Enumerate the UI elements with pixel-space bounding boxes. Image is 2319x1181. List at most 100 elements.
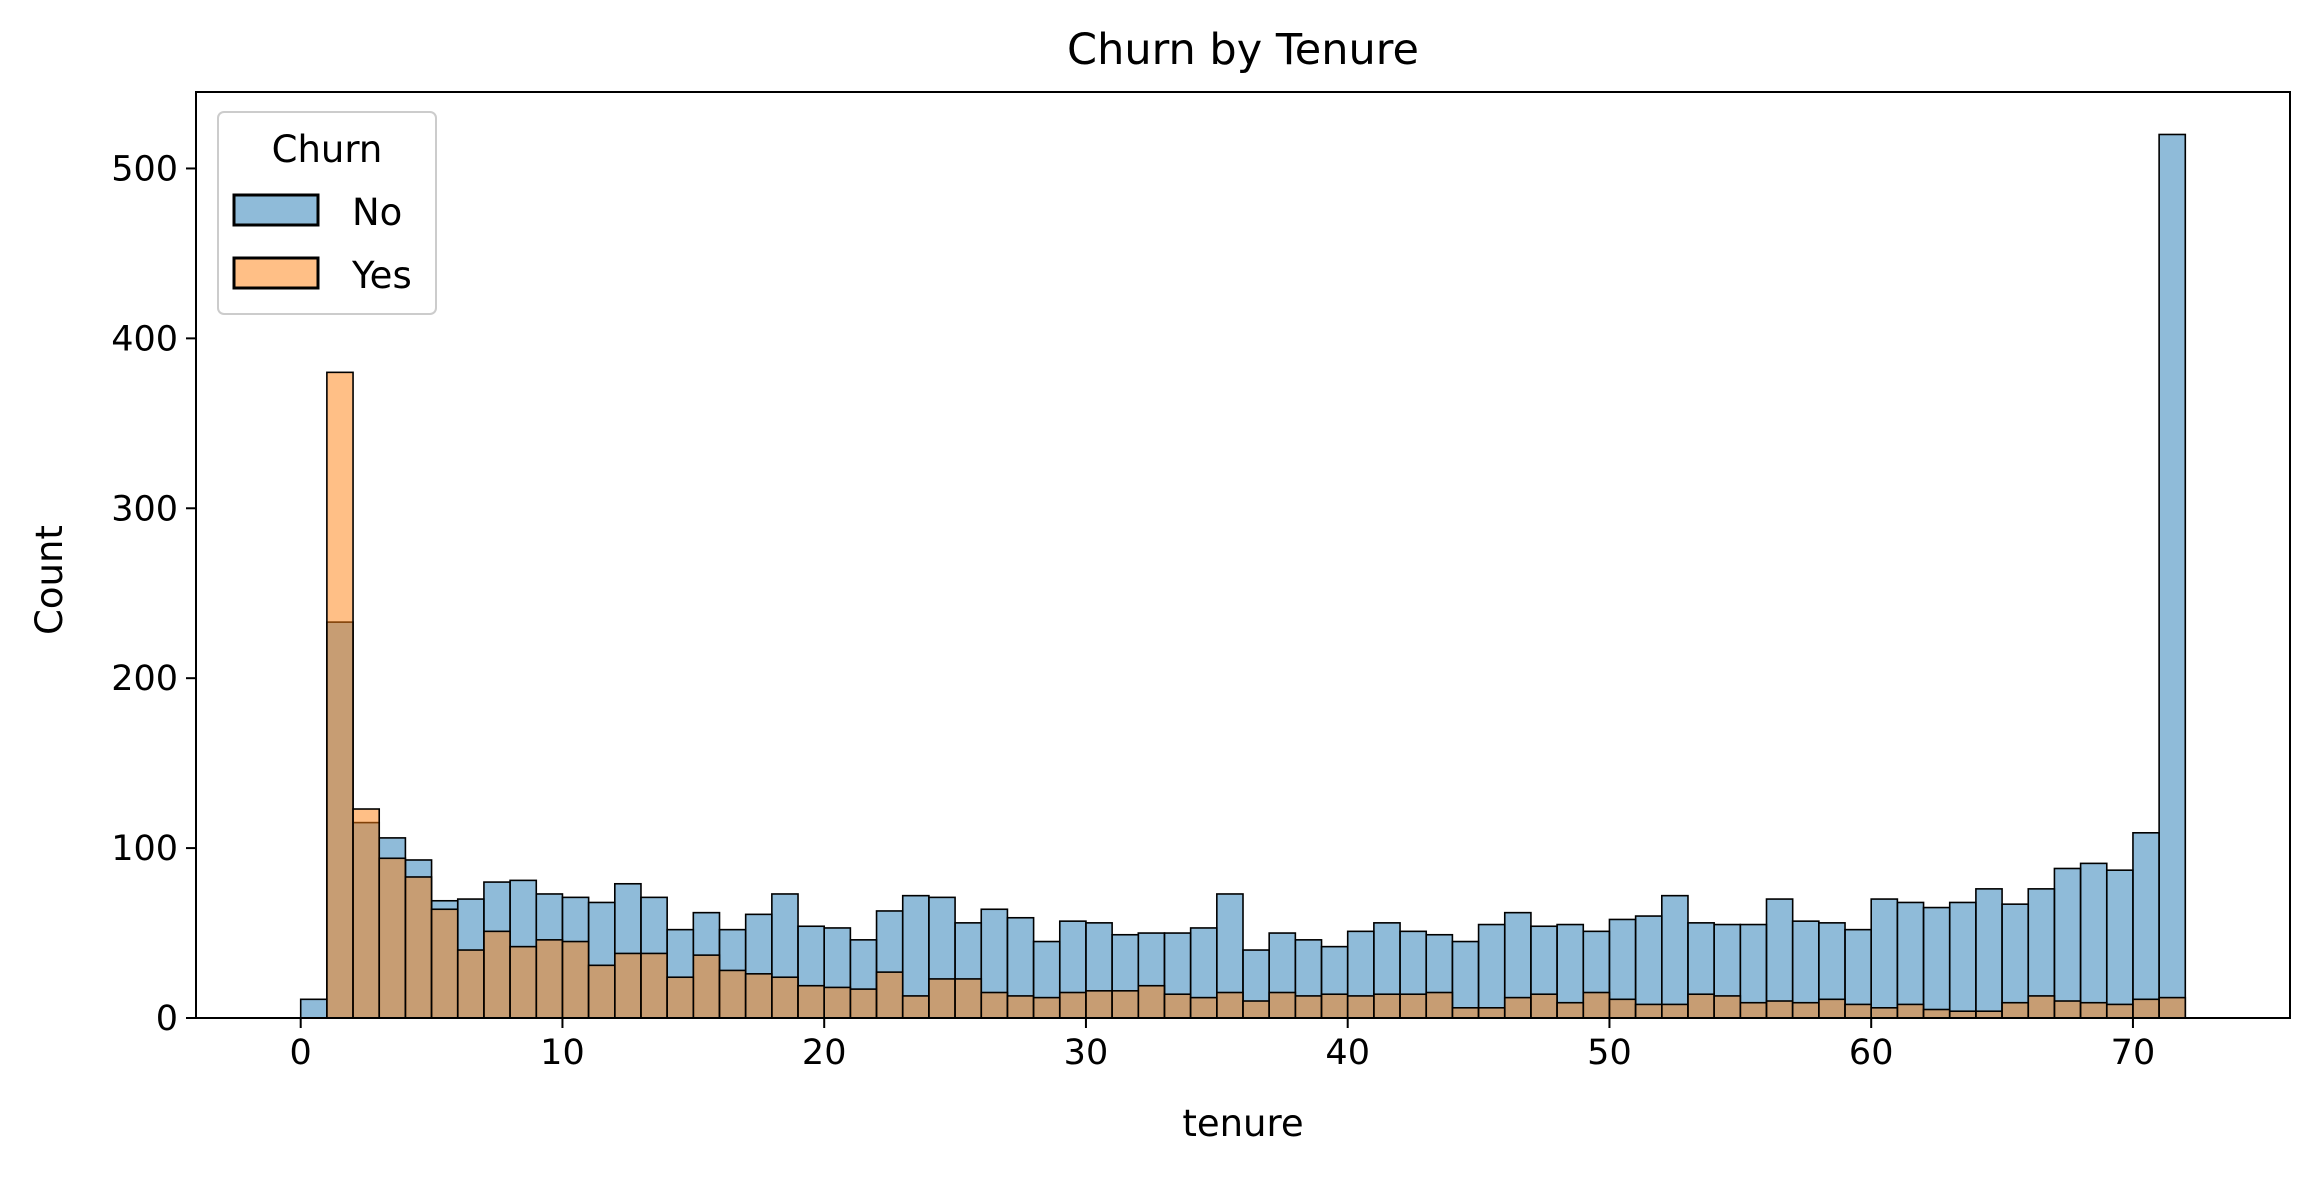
bar-yes-bin-36 bbox=[1242, 1000, 1270, 1019]
bar-no-bin-61 bbox=[1896, 901, 1925, 1019]
bar-yes-bin-6 bbox=[456, 949, 485, 1019]
bar-no-bin-51 bbox=[1634, 915, 1663, 1019]
bar-yes-bin-12 bbox=[613, 952, 642, 1019]
y-tick-label: 500 bbox=[111, 149, 178, 189]
bar-yes-bin-34 bbox=[1189, 996, 1218, 1019]
bar-yes-bin-31 bbox=[1111, 990, 1140, 1019]
bar-yes-bin-20 bbox=[823, 986, 852, 1019]
bar-yes-bin-41 bbox=[1373, 993, 1401, 1019]
x-tick-label: 40 bbox=[1325, 1033, 1370, 1073]
bar-yes-bin-8 bbox=[509, 945, 538, 1019]
y-tick-label: 400 bbox=[111, 319, 178, 359]
bar-yes-bin-55 bbox=[1739, 1001, 1768, 1019]
bar-yes-bin-64 bbox=[1975, 1010, 2003, 1019]
bar-yes-bin-13 bbox=[640, 952, 668, 1019]
bar-yes-bin-5 bbox=[430, 908, 459, 1019]
bar-yes-bin-47 bbox=[1530, 993, 1558, 1019]
bar-yes-bin-33 bbox=[1163, 993, 1192, 1019]
x-tick-label: 50 bbox=[1587, 1033, 1632, 1073]
y-tick-label: 100 bbox=[111, 829, 178, 869]
y-tick-label: 300 bbox=[111, 489, 178, 529]
bar-yes-bin-44 bbox=[1451, 1007, 1480, 1019]
x-tick-label: 60 bbox=[1849, 1033, 1894, 1073]
bar-yes-bin-25 bbox=[954, 978, 983, 1019]
bar-yes-bin-69 bbox=[2105, 1003, 2134, 1019]
bar-yes-bin-30 bbox=[1085, 990, 1113, 1019]
legend-label-no: No bbox=[352, 191, 402, 234]
bar-yes-bin-53 bbox=[1687, 993, 1715, 1019]
bar-yes-bin-70 bbox=[2132, 998, 2160, 1019]
bar-yes-bin-59 bbox=[1844, 1003, 1873, 1019]
bar-yes-bin-40 bbox=[1346, 995, 1375, 1019]
bar-yes-bin-10 bbox=[561, 940, 590, 1019]
bar-yes-bin-49 bbox=[1582, 991, 1611, 1019]
bar-yes-bin-71 bbox=[2158, 996, 2187, 1019]
bar-yes-bin-37 bbox=[1268, 991, 1297, 1019]
bar-yes-bin-67 bbox=[2053, 1000, 2082, 1019]
bar-no-bin-52 bbox=[1661, 894, 1689, 1019]
bar-yes-bin-35 bbox=[1216, 991, 1244, 1019]
bar-yes-bin-46 bbox=[1503, 996, 1532, 1019]
bar-yes-bin-14 bbox=[666, 976, 695, 1019]
bar-yes-bin-48 bbox=[1556, 1001, 1585, 1019]
x-axis-label: tenure bbox=[1182, 1102, 1303, 1145]
bar-yes-bin-28 bbox=[1032, 996, 1061, 1019]
bar-yes-bin-51 bbox=[1634, 1003, 1663, 1019]
bar-yes-bin-43 bbox=[1425, 991, 1454, 1019]
bar-yes-bin-26 bbox=[980, 991, 1009, 1019]
y-axis-ticks: 0 100 200 300 400 500 bbox=[111, 149, 196, 1039]
bar-yes-bin-1 bbox=[326, 371, 354, 1019]
bar-yes-bin-17 bbox=[744, 973, 773, 1019]
legend: Churn No Yes bbox=[217, 111, 437, 315]
bar-yes-bin-38 bbox=[1294, 995, 1323, 1019]
bar-yes-bin-3 bbox=[378, 857, 407, 1019]
bar-no-bin-0 bbox=[299, 998, 328, 1019]
x-tick-label: 0 bbox=[290, 1033, 312, 1073]
bar-yes-bin-61 bbox=[1896, 1003, 1925, 1019]
plot-frame bbox=[195, 91, 2291, 1019]
bar-yes-bin-15 bbox=[692, 954, 721, 1019]
bar-no-bin-71 bbox=[2158, 133, 2187, 1019]
bar-yes-bin-9 bbox=[535, 939, 564, 1019]
bar-yes-bin-21 bbox=[849, 988, 878, 1019]
bar-yes-bin-58 bbox=[1818, 998, 1846, 1019]
bar-yes-bin-16 bbox=[718, 969, 747, 1019]
bar-no-bin-45 bbox=[1477, 923, 1506, 1019]
bar-yes-bin-18 bbox=[771, 976, 799, 1019]
bar-no-bin-68 bbox=[2079, 862, 2108, 1019]
bar-yes-bin-68 bbox=[2079, 1001, 2108, 1019]
bar-no-bin-59 bbox=[1844, 928, 1873, 1019]
x-tick-label: 20 bbox=[802, 1033, 847, 1073]
bar-yes-bin-62 bbox=[1922, 1008, 1951, 1019]
chart-title: Churn by Tenure bbox=[1067, 25, 1419, 75]
bar-yes-bin-66 bbox=[2027, 995, 2056, 1019]
bar-no-bin-62 bbox=[1922, 906, 1951, 1019]
bar-no-bin-69 bbox=[2105, 869, 2134, 1019]
bar-yes-bin-11 bbox=[587, 964, 616, 1019]
series-no-bars bbox=[299, 133, 2187, 1019]
y-tick-label: 200 bbox=[111, 659, 178, 699]
bar-yes-bin-45 bbox=[1477, 1007, 1506, 1019]
bar-no-bin-70 bbox=[2132, 831, 2160, 1019]
x-tick-label: 70 bbox=[2111, 1033, 2156, 1073]
bar-yes-bin-60 bbox=[1870, 1007, 1899, 1019]
legend-swatch-no bbox=[232, 193, 320, 227]
bar-yes-bin-24 bbox=[928, 978, 956, 1019]
bar-no-bin-67 bbox=[2053, 867, 2082, 1019]
bar-yes-bin-2 bbox=[352, 808, 381, 1019]
bar-yes-bin-39 bbox=[1320, 993, 1349, 1019]
bar-yes-bin-4 bbox=[404, 876, 433, 1019]
bar-no-bin-63 bbox=[1948, 901, 1977, 1019]
bar-yes-bin-7 bbox=[483, 930, 511, 1019]
bar-no-bin-64 bbox=[1975, 888, 2003, 1019]
bar-yes-bin-54 bbox=[1713, 995, 1742, 1019]
bar-yes-bin-22 bbox=[875, 971, 904, 1019]
y-tick-label: 0 bbox=[156, 999, 178, 1039]
bar-yes-bin-63 bbox=[1948, 1010, 1977, 1019]
bar-yes-bin-19 bbox=[797, 984, 826, 1019]
bar-no-bin-60 bbox=[1870, 898, 1899, 1019]
bar-yes-bin-42 bbox=[1399, 993, 1428, 1019]
legend-title: Churn bbox=[272, 128, 383, 171]
